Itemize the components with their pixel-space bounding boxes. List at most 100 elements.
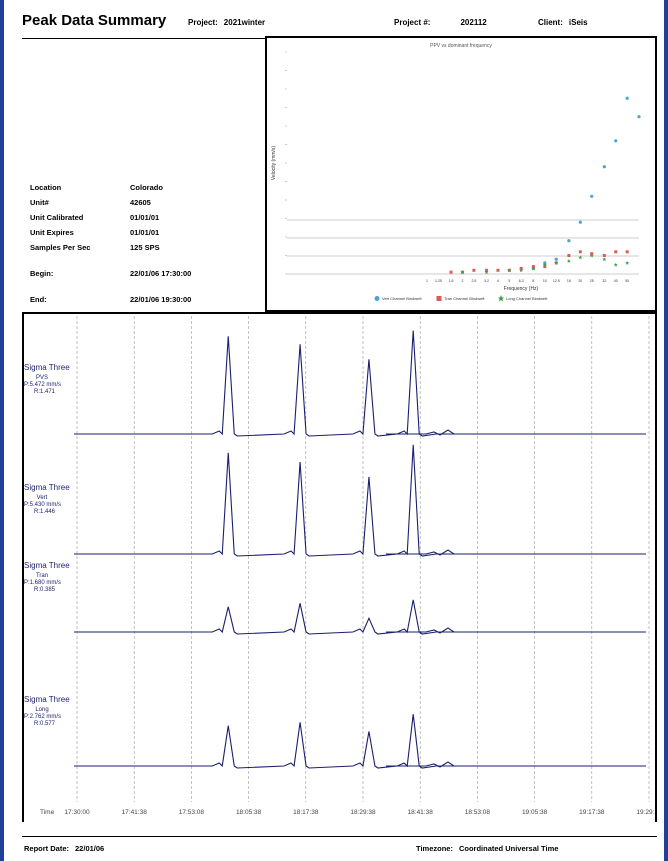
channel-axis: PVS (36, 375, 48, 381)
info-begin: Begin: 22/01/06 17:30:00 (30, 269, 191, 278)
channel-name: Sigma Three (24, 561, 70, 570)
channel-peak: P:5.430 mm/s (24, 502, 61, 508)
info-end: End: 22/01/06 19:30:00 (30, 295, 191, 304)
chart-point-vert (637, 115, 641, 119)
chart-point-tran (543, 265, 547, 269)
legend-marker-vert (374, 296, 380, 301)
info-unit: Unit# 42605 (30, 198, 151, 207)
report-header: Peak Data Summary Project: 2021winter Pro… (22, 10, 662, 38)
time-axis-label: Time (40, 809, 55, 816)
project-field: Project: 2021winter (188, 18, 265, 27)
chart-x-label: Frequency (Hz) (504, 286, 539, 292)
chart-point-vert (614, 139, 618, 143)
begin-value: 22/01/06 17:30:00 (130, 269, 192, 278)
channel-name: Sigma Three (24, 363, 70, 372)
sps-value: 125 SPS (130, 243, 160, 252)
time-tick-label: 18:53:08 (465, 809, 491, 816)
channel-name: Sigma Three (24, 483, 70, 492)
info-location: Location Colorado (30, 183, 163, 192)
chart-point-vert (578, 220, 582, 224)
chart-point-tran (567, 254, 571, 257)
chart-x-tick-label: 50 (625, 279, 629, 283)
chart-point-long (602, 257, 607, 262)
chart-x-tick-label: 6.3 (519, 279, 524, 283)
report-date-value: 22/01/06 (75, 844, 105, 853)
chart-point-long (625, 260, 630, 265)
time-tick-label: 19:17:38 (579, 809, 605, 816)
channel-name: Sigma Three (24, 695, 70, 704)
chart-point-long (542, 262, 547, 267)
client-label: Client: (538, 18, 563, 27)
info-expires: Unit Expires 01/01/01 (30, 228, 159, 237)
chart-x-tick-label: 3.2 (484, 279, 489, 283)
time-tick-label: 18:05:38 (236, 809, 262, 816)
chart-x-tick-label: 1.25 (435, 279, 442, 283)
channel-waveform (74, 599, 437, 635)
unit-info-panel: Location Colorado Unit# 42605 Unit Calibra… (22, 38, 266, 310)
footer-divider (22, 836, 657, 837)
project-label: Project: (188, 18, 218, 27)
chart-point-vert (567, 239, 571, 243)
chart-point-vert (590, 194, 594, 198)
chart-point-long (589, 253, 594, 258)
channel-waveform (74, 714, 437, 769)
channel-waveform-tail (386, 549, 646, 556)
channel-waveform-tail (386, 627, 646, 634)
waveform-chart: 17:30:00 17:41:38 17:53:08 18:05:38 18:17:38… (24, 316, 662, 816)
channel-peak: P:2.762 mm/s (24, 714, 61, 720)
page-title: Peak Data Summary (22, 12, 167, 29)
chart-x-tick-label: 32 (602, 279, 606, 283)
channel-waveform-tail (386, 429, 646, 436)
channel-peak: P:5.472 mm/s (24, 382, 61, 388)
chart-x-tick-label: 20 (578, 279, 582, 283)
expires-label: Unit Expires (30, 228, 74, 237)
location-label: Location (30, 183, 62, 192)
end-value: 22/01/06 19:30:00 (130, 295, 192, 304)
client-value: iSeis (568, 18, 588, 27)
unit-label: Unit# (30, 198, 49, 207)
time-tick-label: 19:05:38 (522, 809, 548, 816)
chart-x-tick-label: 10 (543, 279, 547, 283)
begin-label: Begin: (30, 269, 54, 278)
chart-x-tick-label: 40 (614, 279, 618, 283)
legend-marker-tran (436, 296, 442, 301)
channel-ratio: R:1.471 (34, 389, 56, 395)
project-number-value: 202112 (460, 18, 487, 27)
sps-label: Samples Per Sec (30, 243, 91, 252)
chart-point-vert (554, 257, 558, 261)
timezone-field: Timezone: Coordinated Universal Time (416, 844, 558, 853)
legend-marker-long (498, 295, 504, 302)
client-field: Client: iSeis (538, 18, 588, 27)
info-sps: Samples Per Sec 125 SPS (30, 243, 160, 252)
chart-point-long (578, 255, 583, 260)
chart-x-tick-label: 5 (508, 279, 510, 283)
chart-point-tran (472, 268, 476, 272)
chart-point-long (519, 268, 524, 273)
chart-point-long (566, 259, 571, 264)
channel-axis: Vert (37, 495, 48, 501)
project-value: 2021winter (223, 18, 266, 27)
chart-point-long (531, 266, 536, 271)
chart-point-tran (578, 250, 582, 254)
info-calibrated: Unit Calibrated 01/01/01 (30, 213, 159, 222)
chart-point-long (613, 262, 618, 267)
chart-point-long (460, 270, 465, 275)
channel-waveform-tail (386, 761, 646, 768)
time-tick-label: 18:41:38 (408, 809, 434, 816)
time-tick-label: 18:17:38 (293, 809, 319, 816)
end-label: End: (30, 295, 47, 304)
channel-waveform (74, 330, 437, 437)
legend-label: Tran Channel Bindweft (444, 296, 485, 301)
chart-x-tick-label: 4 (497, 279, 499, 283)
chart-x-tick-label: 12.5 (553, 279, 560, 283)
chart-y-label: Velocity (mm/s) (271, 146, 277, 181)
location-value: Colorado (130, 183, 163, 192)
chart-x-tick-label: 2 (461, 279, 463, 283)
channel-ratio: R:1.446 (34, 509, 56, 515)
time-tick-label: 19:29:38 (636, 809, 655, 816)
chart-point-vert (602, 165, 606, 169)
time-tick-label: 17:53:08 (179, 809, 205, 816)
chart-point-tran (449, 270, 453, 274)
chart-point-tran (625, 250, 629, 254)
waveform-panel: 17:30:00 17:41:38 17:53:08 18:05:38 18:17:38… (22, 312, 662, 822)
